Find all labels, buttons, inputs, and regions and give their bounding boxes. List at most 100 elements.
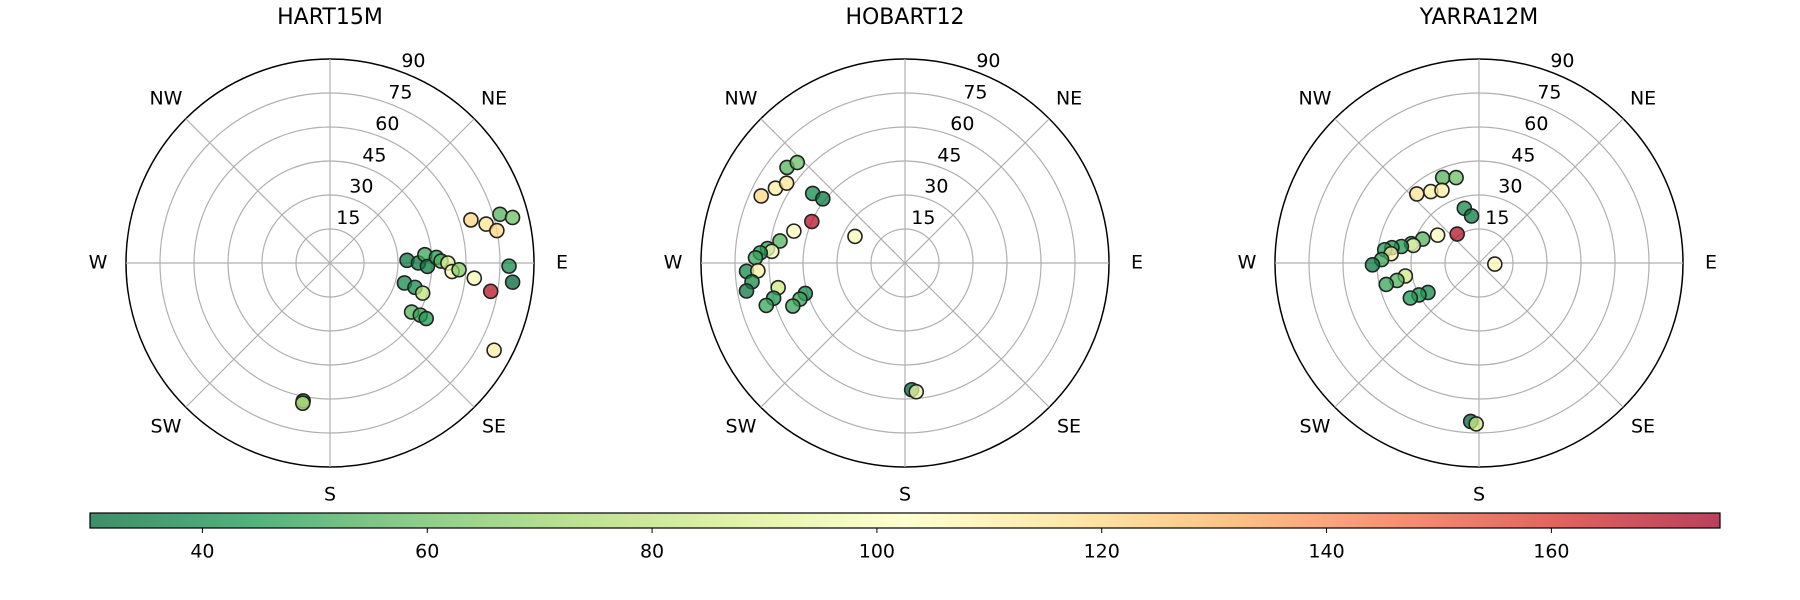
colorbar — [89, 512, 1721, 529]
theta-tick-label: E — [1131, 252, 1143, 274]
theta-tick-label: SW — [726, 416, 757, 438]
point — [847, 228, 863, 245]
chart-title: HOBART12 — [845, 5, 964, 30]
point — [418, 310, 434, 327]
colorbar-tick-label: 160 — [1533, 541, 1569, 563]
grid-spoke — [329, 118, 475, 264]
r-tick-label: 15 — [1485, 207, 1509, 229]
point — [1434, 169, 1451, 186]
colorbar-tick-label: 60 — [415, 541, 439, 563]
theta-tick-label: SW — [151, 416, 182, 438]
r-tick-label: 75 — [388, 82, 412, 104]
point — [772, 233, 788, 249]
theta-tick-label: E — [1705, 252, 1717, 274]
r-tick-label: 75 — [963, 82, 987, 104]
grid-spoke — [185, 262, 331, 408]
theta-tick-label: S — [324, 484, 336, 506]
point — [1409, 186, 1425, 202]
grid-spoke — [904, 118, 1050, 264]
point — [1468, 416, 1484, 432]
theta-tick-label: NW — [1298, 87, 1331, 109]
colorbar-tick-label: 140 — [1308, 541, 1344, 563]
grid-spoke — [329, 262, 475, 408]
point — [738, 283, 755, 299]
point — [414, 285, 431, 301]
grid-spoke — [1478, 118, 1624, 264]
theta-tick-label: W — [1238, 252, 1257, 274]
r-tick-label: 30 — [924, 176, 948, 198]
colorbar-tick-label: 40 — [190, 541, 214, 563]
point — [785, 298, 801, 314]
point — [1434, 182, 1450, 199]
r-tick-label: 15 — [336, 207, 360, 229]
point — [1364, 257, 1381, 273]
r-tick-label: 15 — [911, 207, 935, 229]
r-tick-label: 60 — [1524, 113, 1548, 135]
theta-tick-label: SE — [482, 416, 506, 438]
point — [486, 342, 502, 359]
point — [501, 258, 517, 274]
point — [492, 206, 508, 223]
point — [778, 175, 795, 191]
point — [482, 283, 499, 300]
theta-tick-label: NE — [1630, 87, 1656, 109]
point — [466, 270, 483, 286]
grid-spoke — [904, 262, 1050, 408]
point — [1402, 290, 1419, 306]
point — [804, 213, 820, 230]
r-tick-label: 90 — [976, 50, 1000, 72]
point — [747, 249, 764, 266]
r-tick-label: 90 — [401, 50, 425, 72]
theta-tick-label: SW — [1300, 416, 1331, 438]
theta-tick-label: NW — [724, 87, 757, 109]
point — [758, 297, 775, 314]
point — [908, 383, 925, 400]
theta-tick-label: E — [556, 252, 568, 274]
theta-tick-label: S — [1473, 484, 1485, 506]
point — [753, 188, 769, 204]
point — [1448, 169, 1464, 186]
point — [294, 395, 311, 411]
r-tick-label: 45 — [362, 144, 386, 166]
point — [1449, 226, 1465, 242]
grid-spoke — [1334, 262, 1480, 408]
point — [463, 212, 479, 228]
colorbar-tick-label: 100 — [859, 541, 895, 563]
grid-spoke — [760, 262, 906, 408]
point — [789, 154, 806, 171]
theta-tick-label: SE — [1057, 416, 1081, 438]
chart-title: HART15M — [277, 5, 383, 30]
point — [1429, 227, 1446, 243]
colorbar-tick-label: 80 — [640, 541, 664, 563]
point — [504, 274, 521, 290]
theta-tick-label: SE — [1631, 416, 1655, 438]
point — [1487, 256, 1503, 272]
point — [489, 222, 505, 239]
point — [1463, 208, 1480, 224]
theta-tick-label: S — [899, 484, 911, 506]
theta-tick-label: NE — [481, 87, 507, 109]
r-tick-label: 60 — [950, 113, 974, 135]
grid-spoke — [760, 118, 906, 264]
point — [504, 209, 521, 226]
point — [815, 191, 831, 207]
colorbar-tick-label: 120 — [1084, 541, 1120, 563]
grid-spoke — [1478, 262, 1624, 408]
r-tick-label: 45 — [1511, 144, 1535, 166]
grid-spoke — [185, 118, 331, 264]
r-tick-label: 75 — [1537, 82, 1561, 104]
theta-tick-label: W — [664, 252, 683, 274]
r-tick-label: 30 — [1498, 176, 1522, 198]
r-tick-label: 30 — [349, 176, 373, 198]
r-tick-label: 60 — [375, 113, 399, 135]
theta-tick-label: NW — [149, 87, 182, 109]
r-tick-label: 90 — [1550, 50, 1574, 72]
point — [1378, 276, 1395, 293]
point — [451, 261, 467, 278]
point — [786, 223, 802, 239]
r-tick-label: 45 — [937, 144, 961, 166]
theta-tick-label: NE — [1056, 87, 1082, 109]
chart-title: YARRA12M — [1419, 5, 1539, 30]
theta-tick-label: W — [89, 252, 108, 274]
